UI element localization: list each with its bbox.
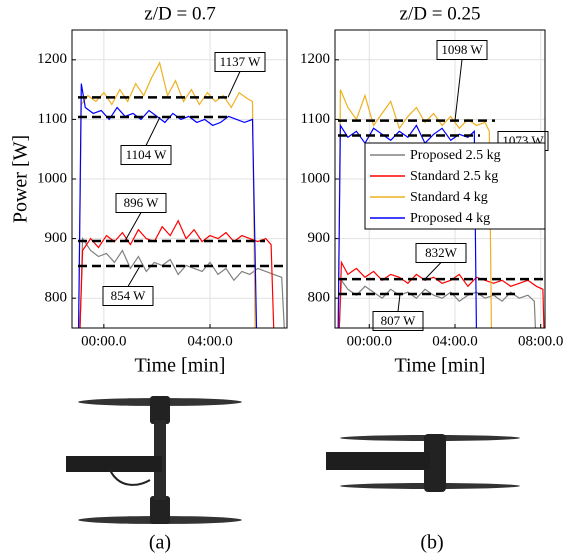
arm [66, 456, 162, 472]
x-tick-label: 04:00.0 [187, 333, 232, 349]
series-group [78, 61, 285, 328]
annotation-box [436, 40, 488, 60]
cable [109, 469, 151, 486]
leader-line [397, 293, 401, 312]
y-tick-label: 800 [308, 290, 331, 306]
series-line [78, 83, 258, 328]
arm [326, 452, 430, 470]
annotation-box [120, 145, 172, 165]
y-tick-label: 1000 [37, 170, 67, 186]
leader-line [424, 262, 442, 280]
motor [150, 496, 170, 524]
annotation-box [214, 52, 266, 72]
annotation-box [115, 193, 167, 213]
leader-line [127, 265, 141, 287]
series-line [79, 219, 275, 328]
panel-label: (b) [420, 532, 443, 554]
annotation-label: 832W [425, 245, 458, 260]
y-tick-label: 1200 [300, 51, 330, 67]
series-line [78, 61, 256, 328]
y-tick-label: 1100 [38, 111, 67, 127]
panel-label: (a) [149, 532, 171, 554]
leader-line [454, 59, 463, 121]
y-tick-label: 900 [308, 230, 331, 246]
y-tick-label: 900 [45, 230, 68, 246]
y-tick-label: 1000 [300, 170, 330, 186]
legend-label: Proposed 2.5 kg [410, 148, 501, 163]
series-line [337, 123, 477, 328]
x-tick-label: 04:00.0 [432, 333, 477, 349]
series-line [338, 260, 545, 328]
axes-frame [71, 29, 288, 329]
legend-label: Proposed 4 kg [410, 211, 490, 226]
leader-line [145, 116, 161, 146]
series-line [337, 89, 492, 328]
motor [424, 434, 446, 492]
x-tick-label: 08:00.0 [518, 333, 563, 349]
annotation-label: 896 W [124, 195, 160, 210]
x-tick-label: 00:00.0 [347, 333, 392, 349]
legend-label: Standard 4 kg [410, 190, 488, 205]
annotation-label: 1137 W [220, 54, 262, 69]
annotation-box [415, 243, 467, 263]
annotation-label: 1104 W [126, 147, 168, 162]
x-axis-label: Time [min] [395, 355, 486, 377]
motor [150, 396, 170, 424]
leader-line [227, 71, 241, 98]
legend-label: Standard 2.5 kg [410, 169, 498, 184]
y-tick-label: 800 [45, 290, 68, 306]
annotation-box [102, 286, 154, 306]
chart-title: z/D = 0.25 [400, 3, 481, 24]
drone-a [66, 396, 242, 524]
chart-title: z/D = 0.7 [144, 3, 215, 24]
drone-b [326, 434, 520, 492]
x-axis-label: Time [min] [135, 355, 226, 377]
annotation-label: 854 W [111, 288, 147, 303]
y-tick-label: 1100 [301, 111, 330, 127]
annotation-box [372, 311, 424, 331]
series-line [79, 236, 285, 328]
y-tick-label: 1200 [37, 51, 67, 67]
leader-line [124, 212, 142, 242]
y-axis-label: Power [W] [10, 135, 32, 223]
annotation-label: 1098 W [441, 42, 483, 57]
annotation-label: 807 W [381, 313, 417, 328]
x-tick-label: 00:00.0 [81, 333, 126, 349]
legend-box [364, 142, 546, 230]
